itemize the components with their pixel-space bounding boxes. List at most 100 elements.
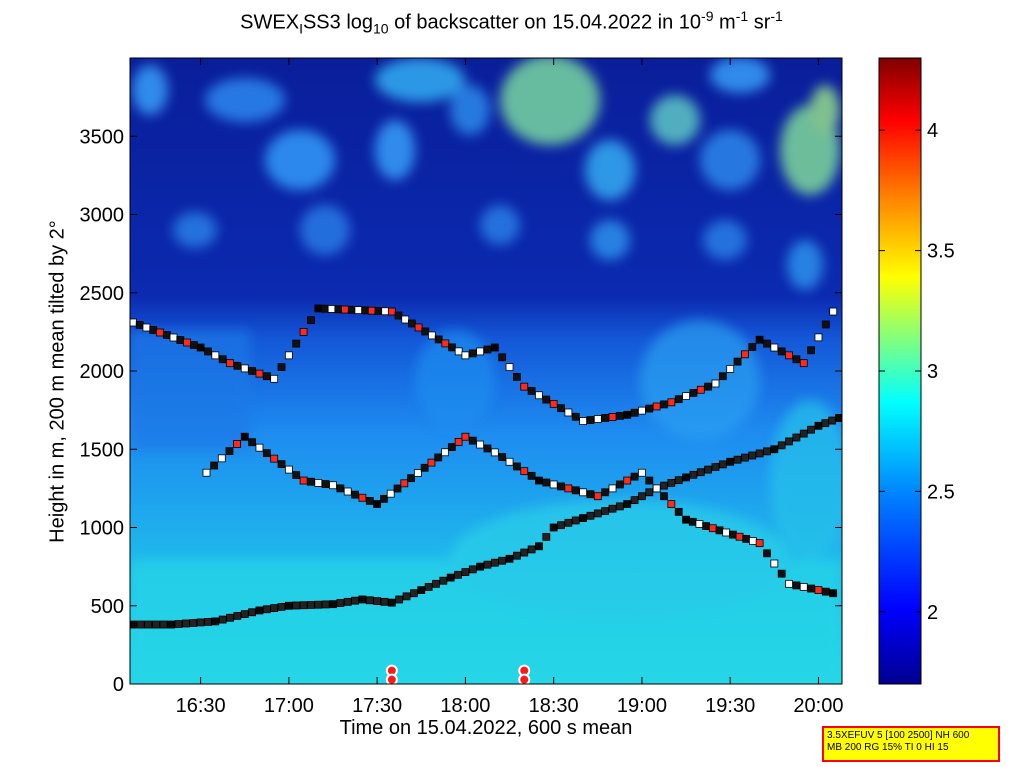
series-point [564, 518, 573, 527]
series-point [498, 353, 507, 362]
series-point [777, 569, 786, 578]
series-point [365, 496, 374, 505]
series-point [284, 465, 293, 474]
series-point [722, 528, 731, 537]
series-point [615, 502, 624, 511]
series-point [763, 447, 771, 456]
series-point [374, 307, 383, 315]
series-point [255, 606, 264, 615]
series-point [439, 576, 448, 585]
series-point [608, 504, 617, 513]
series-point [520, 467, 529, 476]
series-point [454, 347, 463, 356]
series-point [505, 457, 514, 466]
colorbar-axis: 2 2.5 3 3.5 4 [879, 120, 955, 624]
series-point [755, 449, 764, 458]
series-point [601, 507, 610, 515]
series-point [373, 500, 382, 508]
x-tick-label: 19:00 [617, 695, 667, 717]
series-point [549, 480, 558, 489]
series-point [718, 460, 727, 469]
series-point [660, 400, 668, 409]
series-point [395, 595, 404, 604]
series-point [505, 363, 514, 371]
series-point [645, 404, 654, 413]
ground-marker [518, 673, 531, 684]
series-point [386, 489, 395, 498]
series-point [307, 316, 315, 325]
series-point [829, 589, 838, 598]
series-point [218, 355, 227, 364]
series-point [461, 568, 470, 577]
series-point [277, 363, 286, 371]
series-point [630, 496, 639, 505]
series-point [226, 613, 234, 622]
series-point [748, 451, 757, 460]
series-point [571, 412, 580, 421]
series-point [307, 601, 315, 609]
series-point [623, 500, 632, 508]
y-tick-label: 3500 [80, 126, 125, 148]
series-point [792, 581, 801, 590]
series-point [329, 600, 337, 609]
x-axis-label: Time on 15.04.2022, 600 s mean [339, 717, 633, 739]
series-point [512, 551, 521, 560]
series-point [708, 524, 717, 533]
series-point [593, 509, 602, 518]
series-point [441, 448, 449, 457]
series-point [351, 490, 359, 499]
series-point [557, 404, 565, 413]
series-point [432, 579, 440, 588]
series-point [733, 357, 742, 366]
series-point [233, 612, 242, 620]
series-point [652, 402, 661, 411]
series-point [255, 443, 264, 452]
series-point [218, 615, 227, 624]
series-point [299, 476, 308, 485]
series-point [424, 583, 433, 591]
colorbar-tick-label: 3 [927, 361, 938, 383]
colorbar-tick-label: 4 [927, 120, 938, 142]
series-point [593, 492, 602, 501]
series-point [307, 477, 315, 486]
series-point [446, 573, 455, 582]
title-sub-i: I [299, 20, 303, 37]
series-point [630, 408, 639, 417]
series-point [579, 417, 587, 425]
x-tick-label: 18:00 [440, 695, 490, 717]
series-point [549, 399, 558, 408]
series-layer [130, 304, 842, 629]
series-point [321, 304, 329, 313]
series-point [336, 484, 345, 493]
series-point [660, 492, 668, 501]
series-point [688, 517, 697, 526]
x-tick-label: 18:30 [529, 695, 579, 717]
series-point [689, 470, 698, 479]
series-point [715, 526, 724, 535]
plot-area [130, 58, 842, 684]
series-point [807, 346, 816, 355]
series-point [130, 620, 137, 629]
series-point [490, 343, 499, 352]
series-point [189, 341, 198, 349]
y-tick-label: 1500 [80, 439, 125, 461]
series-point [829, 307, 838, 316]
series-point [695, 520, 704, 528]
series-point [799, 583, 808, 591]
series-point [380, 597, 389, 606]
series-point [660, 481, 668, 490]
series-point [748, 343, 757, 351]
series-point [821, 587, 830, 596]
series-point [682, 473, 690, 482]
series-point [204, 347, 212, 356]
series-point [414, 323, 423, 332]
series-point [535, 476, 543, 485]
series-point [413, 469, 422, 477]
series-point [601, 488, 610, 497]
series-point [351, 596, 359, 605]
series-point [601, 414, 610, 422]
series-point [571, 516, 580, 525]
series-point [490, 448, 499, 457]
series-point [167, 620, 176, 629]
series-point [314, 600, 323, 609]
